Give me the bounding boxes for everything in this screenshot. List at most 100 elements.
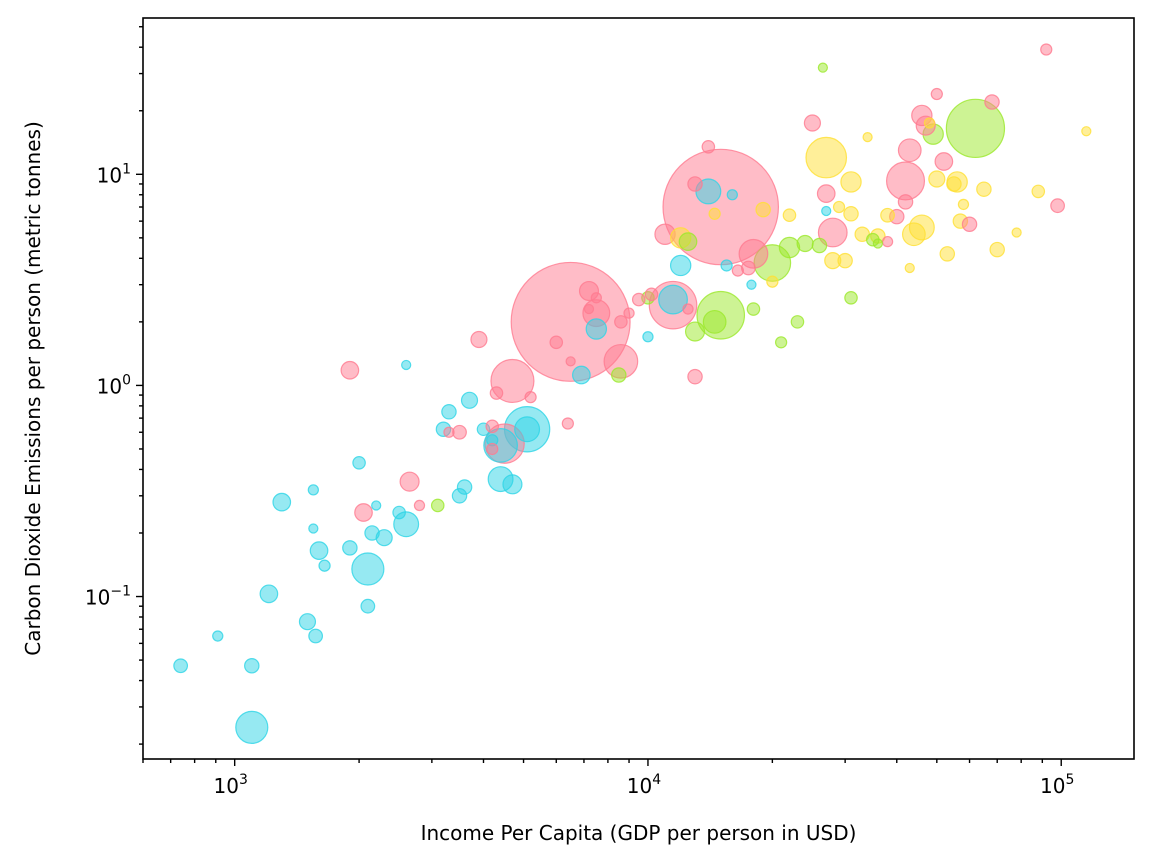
data-point	[514, 416, 541, 443]
data-point	[352, 455, 366, 470]
data-point	[392, 505, 406, 520]
data-point	[687, 176, 703, 192]
data-point	[778, 236, 801, 259]
data-point	[489, 386, 504, 400]
data-point	[443, 426, 455, 438]
data-point	[354, 503, 373, 522]
data-point	[272, 492, 292, 512]
data-point	[684, 321, 706, 342]
data-point	[928, 170, 946, 188]
data-point	[259, 584, 279, 604]
data-point	[485, 419, 500, 434]
data-point	[561, 417, 574, 430]
data-point	[930, 87, 943, 101]
data-point	[816, 184, 836, 203]
data-point	[244, 658, 260, 674]
data-point	[571, 365, 591, 385]
data-point	[318, 559, 331, 572]
data-point	[524, 391, 537, 404]
plot-frame	[142, 17, 1135, 760]
data-point	[340, 360, 360, 380]
data-point	[669, 254, 692, 277]
data-point	[746, 302, 761, 316]
data-point	[880, 207, 895, 223]
data-point	[961, 216, 978, 233]
data-point	[1011, 227, 1022, 238]
data-point	[212, 630, 224, 642]
data-point	[790, 315, 805, 329]
data-point	[308, 523, 319, 534]
data-point	[401, 359, 412, 371]
data-point	[989, 241, 1005, 258]
data-point	[413, 499, 426, 512]
data-point	[1050, 198, 1065, 214]
data-point	[881, 235, 894, 248]
data-point	[803, 114, 822, 132]
x-tick-label: 104	[627, 772, 661, 798]
y-tick-label: 10−1	[85, 584, 131, 610]
data-point	[817, 62, 828, 73]
y-axis-label: Carbon Dioxide Emissions per person (met…	[21, 121, 45, 656]
data-point	[631, 292, 646, 307]
data-point	[782, 208, 797, 223]
data-point	[901, 222, 926, 247]
data-point	[774, 336, 788, 349]
data-point	[1031, 184, 1046, 199]
data-point	[678, 232, 698, 251]
y-tick-label: 100	[97, 372, 131, 398]
data-point	[923, 117, 936, 129]
data-point	[811, 237, 828, 254]
data-point	[934, 152, 954, 171]
data-point	[984, 94, 1000, 110]
data-point	[583, 303, 595, 315]
data-point	[946, 176, 962, 192]
data-point	[840, 171, 862, 193]
data-point	[843, 206, 859, 222]
data-point	[351, 552, 385, 586]
data-point	[590, 292, 602, 304]
data-point	[726, 189, 738, 201]
data-point	[682, 303, 694, 315]
data-point	[755, 201, 771, 218]
data-point	[945, 98, 1006, 159]
data-point	[741, 260, 756, 276]
data-point	[441, 404, 457, 420]
data-point	[702, 309, 727, 334]
data-point	[796, 234, 814, 253]
data-point	[430, 498, 445, 513]
data-point	[746, 279, 757, 290]
data-points	[173, 43, 1092, 744]
data-point	[837, 252, 853, 269]
data-point	[456, 479, 473, 495]
data-point	[720, 259, 733, 272]
data-point	[399, 471, 420, 492]
data-point	[360, 598, 376, 614]
data-point	[510, 261, 631, 382]
data-point	[308, 628, 324, 644]
data-point	[611, 367, 627, 383]
data-point	[565, 356, 576, 367]
data-point	[701, 139, 716, 154]
data-point	[460, 391, 479, 409]
data-point	[342, 540, 358, 556]
data-point	[235, 710, 269, 744]
data-point	[658, 284, 688, 315]
data-point	[897, 138, 922, 163]
data-point	[821, 205, 832, 217]
x-tick-label: 105	[1040, 772, 1074, 798]
data-point	[585, 318, 608, 340]
y-tick-label: 101	[97, 161, 131, 187]
data-point	[862, 132, 873, 143]
x-axis-label: Income Per Capita (GDP per person in USD…	[421, 821, 857, 845]
data-point	[642, 331, 654, 343]
data-point	[371, 500, 382, 511]
data-point	[486, 442, 499, 456]
data-point	[832, 200, 846, 214]
data-point	[872, 238, 883, 249]
data-point	[897, 194, 914, 210]
data-point	[687, 368, 703, 385]
data-point	[470, 330, 488, 349]
data-point	[1040, 43, 1053, 56]
data-point	[844, 291, 858, 305]
data-point	[309, 541, 329, 560]
